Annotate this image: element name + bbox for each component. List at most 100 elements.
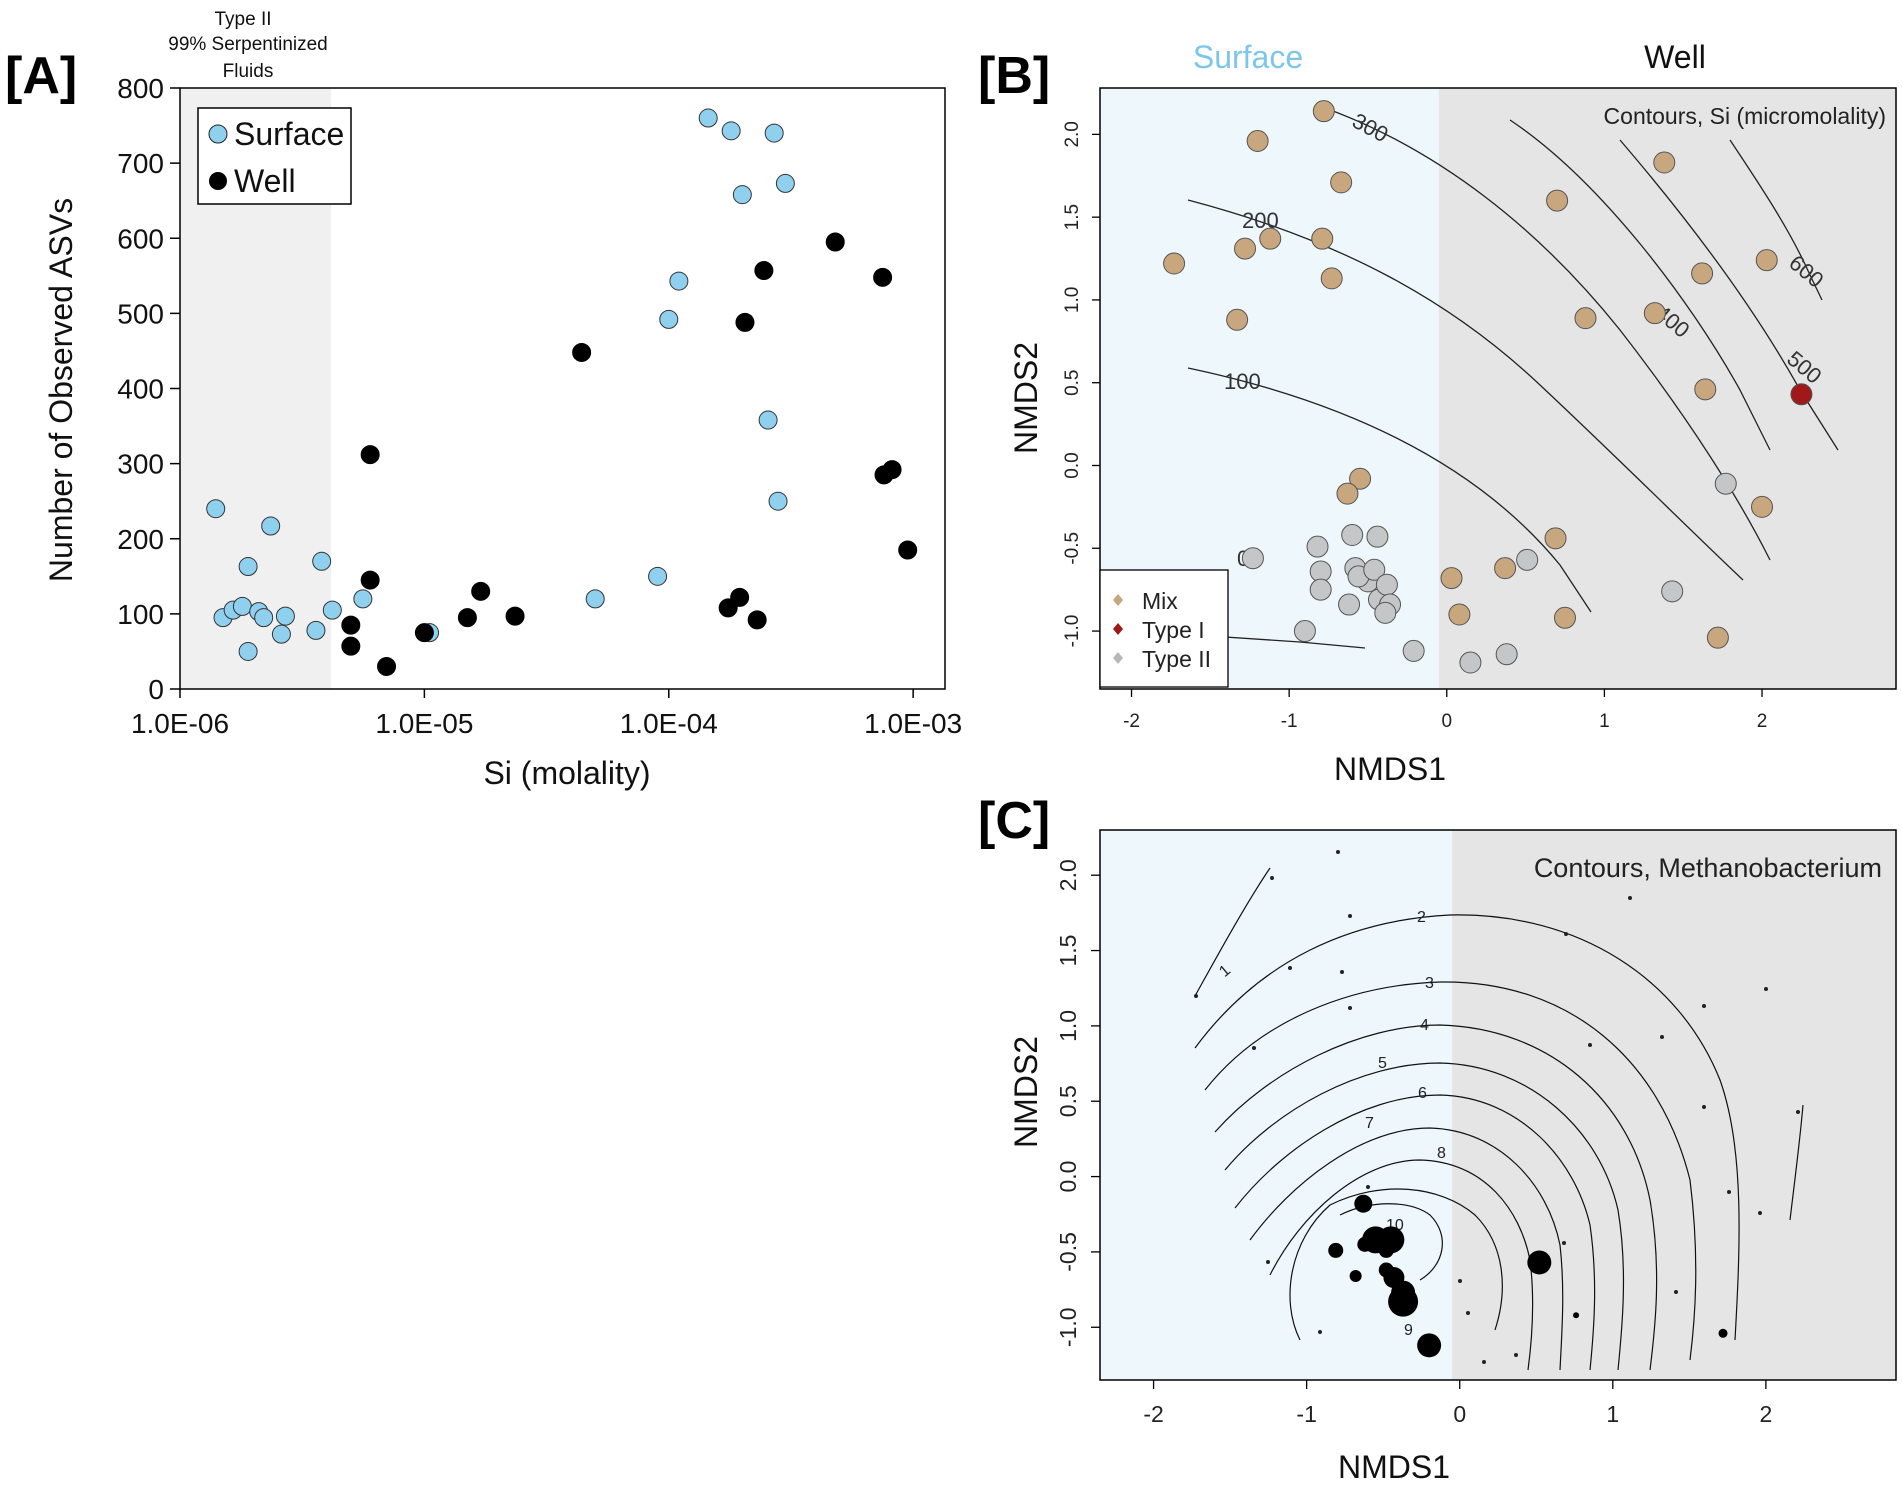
y-axis-title-b: NMDS2 (1008, 342, 1044, 454)
marker-dot (1336, 850, 1340, 854)
legend-label-type1: Type I (1142, 617, 1205, 643)
type2-note-line-3: Fluids (223, 61, 274, 82)
contour-label-c-5: 5 (1378, 1055, 1387, 1072)
surface-point (306, 620, 326, 640)
mix-point (1320, 267, 1343, 290)
y-axis-b: -1.0 -0.5 0.0 0.5 1.0 1.5 2.0 (1062, 121, 1100, 647)
y-axis-c: -1.0 -0.5 0.0 0.5 1.0 1.5 2.0 (1055, 859, 1100, 1347)
points-b (1163, 100, 1813, 674)
mix-point (1494, 557, 1517, 580)
surface-point (254, 608, 274, 628)
well-point (414, 623, 434, 643)
y-tick-label: 0.5 (1062, 369, 1083, 395)
y-tick-label: 800 (117, 73, 164, 104)
x-tick-label: -1 (1296, 1401, 1316, 1427)
type2-point (1459, 651, 1482, 674)
well-point (898, 540, 918, 560)
mix-point (1234, 237, 1257, 260)
points-c (1328, 1194, 1728, 1358)
type1-point (1790, 383, 1813, 406)
contour-line-200 (1187, 199, 1744, 581)
contour-c-8 (1269, 1159, 1534, 1371)
type2-point (1241, 547, 1264, 570)
surface-point (732, 185, 752, 205)
well-point (341, 636, 361, 656)
surface-point (721, 121, 741, 141)
type2-point (1363, 558, 1386, 581)
well-point (747, 610, 767, 630)
surface-point (238, 557, 258, 577)
legend-marker-well (209, 172, 227, 190)
contour-c-5 (1224, 1062, 1625, 1371)
annotation-c: Contours, Methanobacterium (1534, 853, 1882, 883)
marker-dot (1348, 914, 1352, 918)
legend-label-well: Well (234, 163, 296, 199)
mix-point (1448, 603, 1471, 626)
x-tick-label: -2 (1123, 711, 1140, 732)
well-point (341, 615, 361, 635)
legend-marker-mix (1113, 594, 1123, 606)
surface-point (261, 516, 281, 536)
y-axis-title-a: Number of Observed ASVs (43, 198, 79, 582)
y-axis-title-c: NMDS2 (1008, 1036, 1044, 1148)
type2-point (1338, 593, 1361, 616)
y-tick-label: -1.0 (1055, 1307, 1081, 1347)
marker-dot (1758, 1211, 1762, 1215)
x-tick-label: 0 (1453, 1401, 1466, 1427)
marker-dot (1266, 1260, 1270, 1264)
contour-label-c-6: 6 (1418, 1085, 1427, 1102)
y-tick-label: 600 (117, 223, 164, 254)
y-tick-label: 0.0 (1062, 452, 1083, 478)
marker-dot (1340, 970, 1344, 974)
y-tick-label: 0.5 (1055, 1085, 1081, 1117)
y-tick-label: -1.0 (1062, 615, 1083, 648)
type2-point (1374, 601, 1397, 624)
plot-frame-b (1099, 87, 1897, 690)
contour-label-c-4: 4 (1420, 1017, 1429, 1034)
x-tick-label: -2 (1143, 1401, 1163, 1427)
y-tick-label: 1.5 (1055, 935, 1081, 967)
panel-label-c: [C] (978, 792, 1050, 850)
contour-line-400 (1509, 119, 1771, 451)
marker-dot (1514, 1353, 1518, 1357)
abundance-point (1354, 1194, 1373, 1213)
x-tick-label: 1.0E-05 (375, 708, 473, 739)
contour-c-2 (1194, 914, 1740, 1341)
y-tick-label: 500 (117, 298, 164, 329)
abundance-point (1357, 1236, 1373, 1252)
contour-c-6 (1234, 1094, 1596, 1371)
surface-point (585, 589, 605, 609)
marker-dot (1628, 896, 1632, 900)
type2-point (1293, 620, 1316, 643)
surface-point (648, 566, 668, 586)
well-point (471, 581, 491, 601)
x-axis-a: 1.0E-06 1.0E-05 1.0E-04 1.0E-03 (131, 689, 962, 739)
well-point (377, 656, 397, 676)
y-tick-label: 2.0 (1055, 859, 1081, 891)
legend-b: Mix Type I Type II (1099, 569, 1229, 688)
x-tick-label: 1 (1606, 1401, 1619, 1427)
contour-c-3 (1204, 981, 1697, 1361)
surface-point (271, 624, 291, 644)
type2-point (1661, 580, 1684, 603)
y-tick-label: 1.0 (1055, 1010, 1081, 1042)
annotation-b: Contours, Si (micromolality) (1604, 103, 1886, 129)
contour-label-c-3: 3 (1425, 975, 1434, 992)
panel-label-b: [B] (978, 47, 1050, 105)
y-tick-label: 1.5 (1062, 204, 1083, 230)
contour-c-7 (1249, 1127, 1564, 1371)
contour-c-1-right (1789, 1104, 1804, 1221)
marker-dot (1588, 1043, 1592, 1047)
marker-dot (1252, 1046, 1256, 1050)
region-label-well-b: Well (1644, 39, 1706, 75)
well-point (735, 312, 755, 332)
contour-c-9 (1289, 1188, 1503, 1341)
legend-marker-surface (208, 124, 228, 144)
legend-label-mix: Mix (1142, 588, 1178, 614)
marker-dot (1764, 987, 1768, 991)
abundance-point (1378, 1242, 1394, 1258)
surface-point (659, 309, 679, 329)
abundance-point (1527, 1250, 1552, 1275)
y-tick-label: 200 (117, 524, 164, 555)
